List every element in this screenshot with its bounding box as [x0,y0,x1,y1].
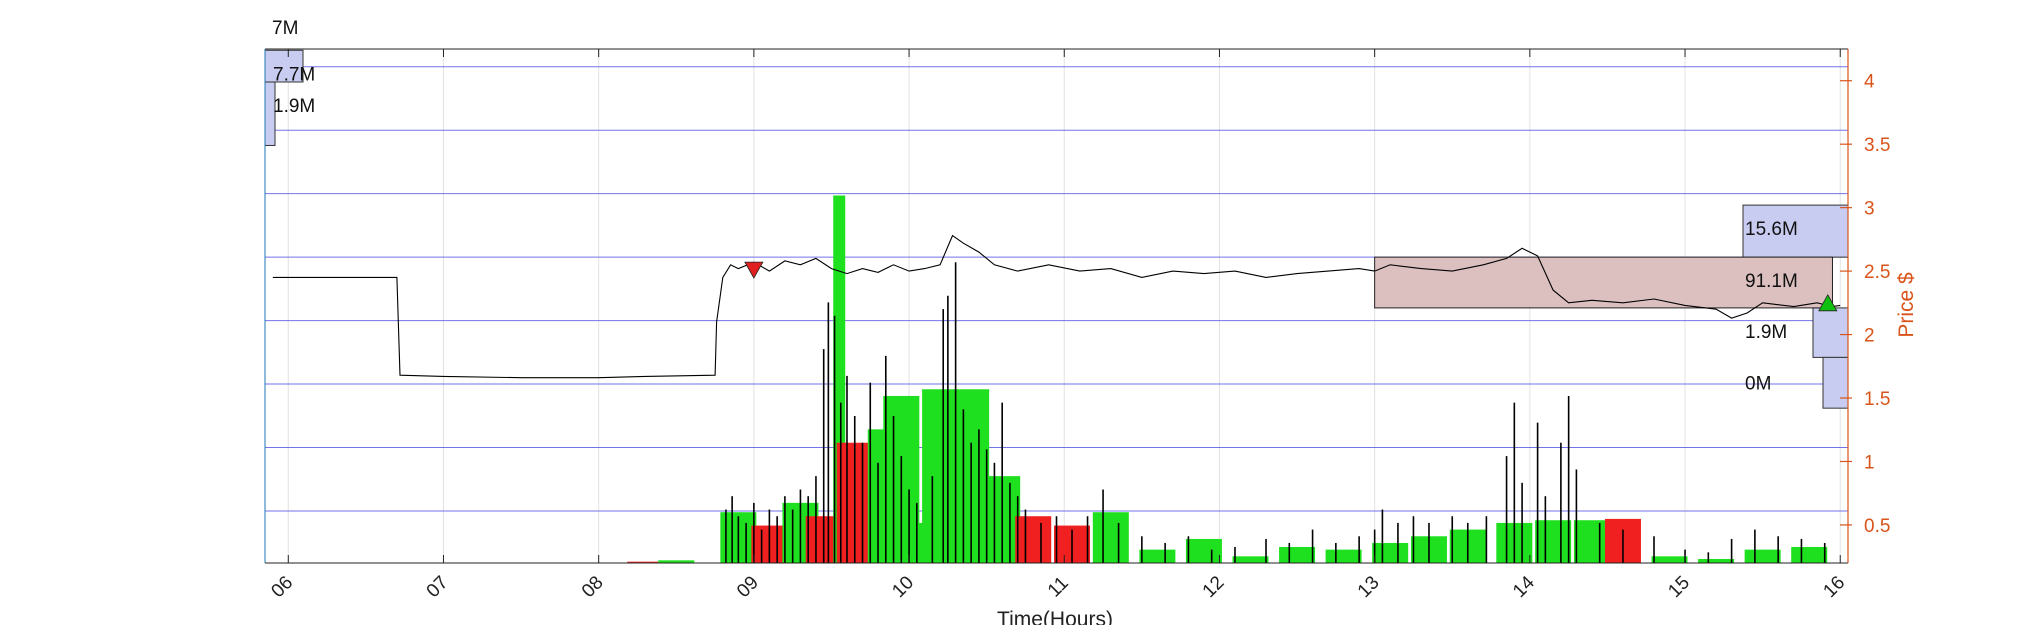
volume-bar [1325,549,1362,563]
y-tick-label: 2.5 [1864,262,1890,283]
volume-bar [1015,516,1052,563]
y-tick-label: 0.5 [1864,516,1890,537]
axes-layer [264,48,1852,564]
x-axis-title: Time(Hours) [997,608,1113,625]
volume-bar [1535,520,1572,563]
value-area-box [1374,256,1833,309]
volume-profile-bar [1822,356,1849,409]
volume-bar [922,389,959,563]
volume-profile-label: 0M [1745,373,1771,394]
sell-marker [744,261,764,279]
y-tick-label: 2 [1864,326,1875,347]
volume-profile-label: 7.7M [273,64,315,85]
y-tick-label: 3.5 [1864,135,1890,156]
buy-marker [1818,294,1838,312]
volume-profile-bar [264,49,304,83]
y-tick-label: 4 [1864,72,1875,93]
volume-bar [1744,549,1781,563]
volume-bar [1279,546,1316,563]
volume-bar [1372,542,1409,563]
price-line [272,234,1841,379]
trade-markers-layer [744,261,1838,312]
volume-spikes-layer [725,262,1826,563]
volume-profile-bar [1812,307,1849,358]
top-volume-label: 7M [272,18,298,39]
volume-bar [1573,520,1610,563]
volume-profile-label: 15.6M [1745,219,1798,240]
volume-bar [1698,558,1735,563]
volume-bar [1092,512,1129,563]
volume-bar [1139,549,1176,563]
volume-bar [658,560,695,563]
value-area-label: 91.1M [1745,271,1798,292]
y-tick-label: 3 [1864,199,1875,220]
value-area-layer [1374,256,1833,309]
volume-profile-layer [264,49,1849,409]
y-tick-label: 1.5 [1864,389,1890,410]
y-tick-label: 1 [1864,452,1875,473]
volume-bar [627,561,664,563]
volume-bar [1651,556,1688,563]
volume-bar [1232,556,1269,563]
volume-profile-label: 1.9M [273,96,315,117]
volume-profile-label: 1.9M [1745,322,1787,343]
volume-bar [1791,546,1828,563]
y-axis-title-right: Price $ [1895,272,1918,338]
volume-profile-bar [1742,204,1849,258]
price-line-layer [272,234,1841,379]
volume-bar [1185,538,1222,563]
